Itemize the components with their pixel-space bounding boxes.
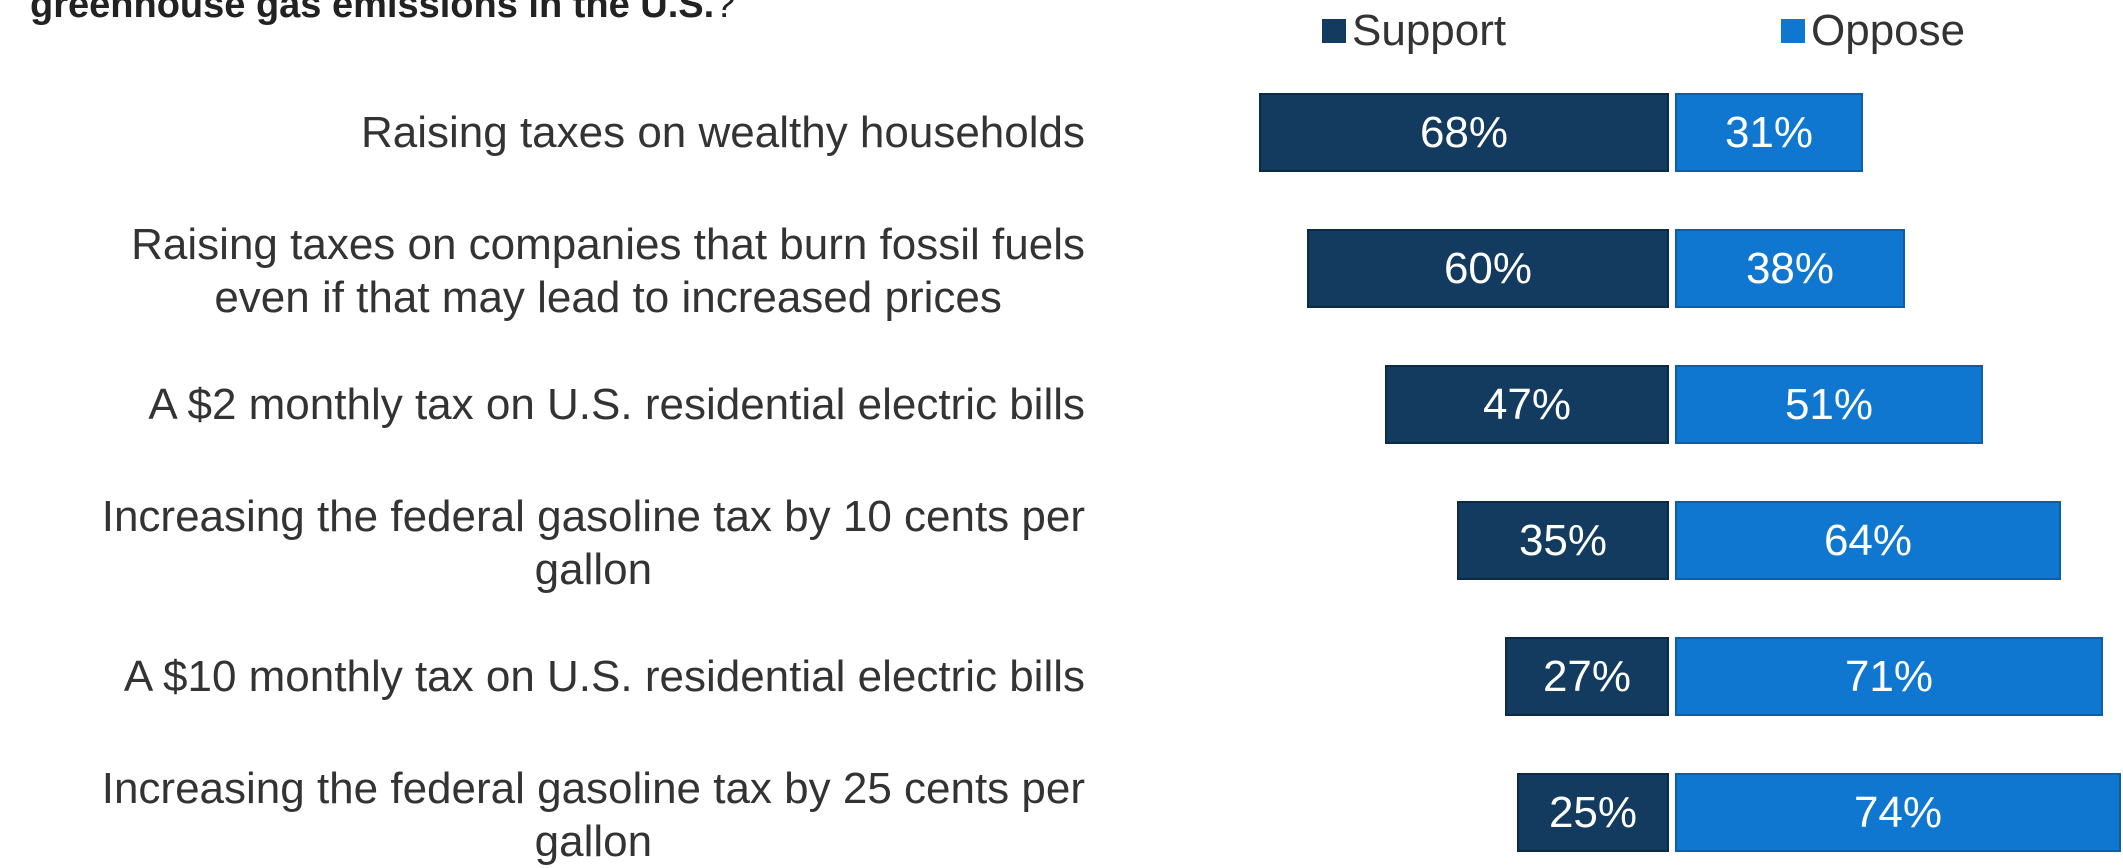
legend-label-oppose: Oppose	[1811, 6, 1966, 55]
category-label-text-0: Raising taxes on wealthy households	[361, 106, 1085, 159]
question-tail: ?	[714, 0, 736, 26]
value-label-support-2: 47%	[1483, 380, 1571, 429]
bar-oppose-2	[1675, 365, 1983, 444]
category-label-text-3: Increasing the federal gasoline tax by 1…	[102, 490, 1085, 596]
question-text: greenhouse gas emissions in the U.S.?	[30, 0, 735, 27]
category-label-line: Raising taxes on companies that burn fos…	[131, 219, 1085, 269]
value-label-support-0: 68%	[1420, 108, 1508, 157]
category-label-line: even if that may lead to increased price…	[214, 272, 1002, 322]
bar-support-3	[1457, 501, 1669, 580]
value-label-oppose-4: 71%	[1845, 652, 1933, 701]
value-label-oppose-1: 38%	[1746, 244, 1834, 293]
legend-item-oppose: Oppose	[1781, 6, 1965, 56]
value-label-oppose-2: 51%	[1785, 380, 1873, 429]
category-label-line: gallon	[534, 816, 653, 866]
legend-label-support: Support	[1352, 6, 1507, 55]
bar-support-2	[1385, 365, 1669, 444]
category-label-line: Increasing the federal gasoline tax by 1…	[101, 491, 1085, 541]
category-label-line: A $10 monthly tax on U.S. residential el…	[123, 652, 1085, 701]
bar-oppose-1	[1675, 229, 1905, 308]
bar-support-5	[1517, 773, 1669, 852]
legend-swatch-oppose	[1781, 19, 1805, 43]
value-label-support-5: 25%	[1549, 788, 1637, 837]
category-label-0: Raising taxes on wealthy households	[0, 106, 1085, 159]
bar-support-0	[1259, 93, 1669, 172]
bar-oppose-3	[1675, 501, 2061, 580]
value-label-support-4: 27%	[1543, 652, 1631, 701]
value-label-support-1: 60%	[1444, 244, 1532, 293]
category-label-line: gallon	[534, 544, 653, 594]
value-label-support-3: 35%	[1519, 516, 1607, 565]
category-label-5: Increasing the federal gasoline tax by 2…	[0, 762, 1085, 868]
bar-oppose-4	[1675, 637, 2103, 716]
category-label-line: A $2 monthly tax on U.S. residential ele…	[148, 380, 1085, 429]
category-label-4: A $10 monthly tax on U.S. residential el…	[0, 650, 1085, 703]
category-label-text-4: A $10 monthly tax on U.S. residential el…	[124, 650, 1085, 703]
category-label-line: Raising taxes on wealthy households	[360, 108, 1085, 157]
value-label-oppose-3: 64%	[1824, 516, 1912, 565]
category-label-1: Raising taxes on companies that burn fos…	[0, 218, 1085, 324]
value-label-oppose-5: 74%	[1854, 788, 1942, 837]
bar-oppose-5	[1675, 773, 2121, 852]
category-label-text-1: Raising taxes on companies that burn fos…	[131, 218, 1085, 324]
legend-item-support: Support	[1322, 6, 1506, 56]
category-label-text-5: Increasing the federal gasoline tax by 2…	[102, 762, 1085, 868]
category-label-line: Increasing the federal gasoline tax by 2…	[101, 763, 1085, 813]
legend-swatch-support	[1322, 19, 1346, 43]
value-label-oppose-0: 31%	[1725, 108, 1813, 157]
question-bold: greenhouse gas emissions in the U.S.	[30, 0, 715, 26]
category-label-text-2: A $2 monthly tax on U.S. residential ele…	[148, 378, 1085, 431]
bar-oppose-0	[1675, 93, 1863, 172]
category-label-2: A $2 monthly tax on U.S. residential ele…	[0, 378, 1085, 431]
category-label-3: Increasing the federal gasoline tax by 1…	[0, 490, 1085, 596]
bar-support-4	[1505, 637, 1669, 716]
bar-support-1	[1307, 229, 1669, 308]
